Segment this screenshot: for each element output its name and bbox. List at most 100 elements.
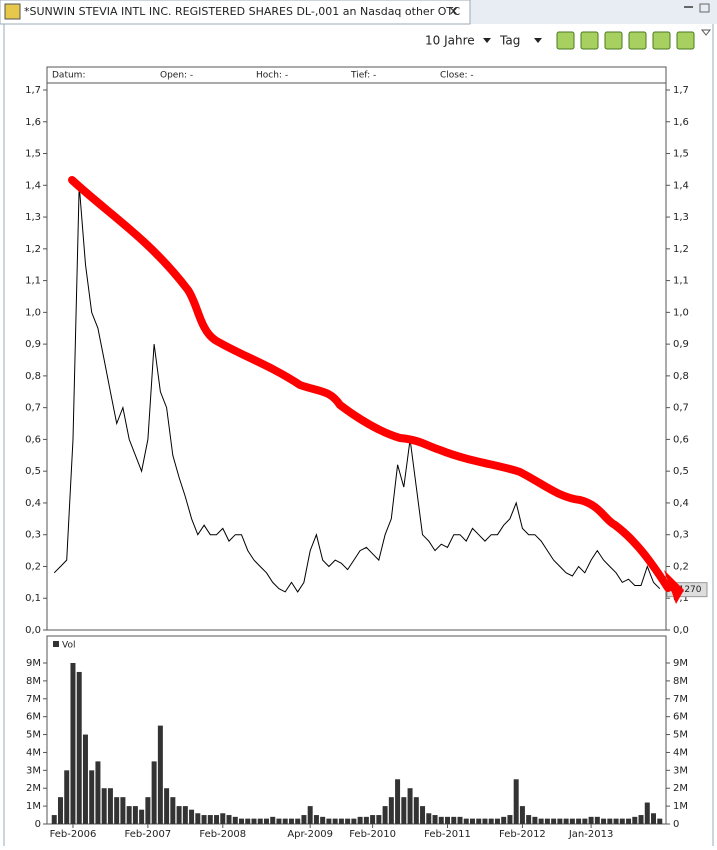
dropdown-arrow[interactable] [534, 38, 542, 43]
y-tick-label: 5M [26, 730, 41, 741]
volume-bar [494, 818, 500, 824]
y-tick-label: 1,7 [25, 85, 41, 96]
x-tick-label: Feb-2008 [199, 829, 246, 840]
volume-bar [420, 806, 426, 824]
y-tick-label: 0,4 [673, 498, 689, 509]
volume-bar [582, 818, 588, 824]
volume-bar [357, 816, 363, 824]
minimize[interactable] [684, 6, 693, 8]
volume-bar [432, 815, 438, 824]
y-tick-label: 1,2 [673, 244, 689, 255]
volume-bar [488, 818, 494, 824]
y-tick-label: 9M [673, 658, 688, 669]
y-tick-label: 0,8 [25, 371, 41, 382]
volume-bar [201, 815, 207, 824]
volume-bar [451, 816, 457, 824]
volume-bar [576, 818, 582, 824]
info-high: Hoch: - [256, 71, 288, 81]
y-tick-label: 0,5 [673, 466, 689, 477]
y-tick-label: 1,4 [25, 180, 41, 191]
volume-bar [107, 788, 113, 824]
volume-bar [519, 806, 525, 824]
volume-bar [226, 815, 232, 824]
volume-bar [476, 818, 482, 824]
toolbar-button[interactable] [652, 31, 671, 50]
volume-bar [282, 818, 288, 824]
volume-bar [139, 809, 145, 824]
volume-bar [351, 818, 357, 824]
x-tick-label: Jan-2013 [568, 829, 613, 840]
x-tick-label: Feb-2010 [349, 829, 396, 840]
close-tab[interactable]: ✕ [449, 5, 458, 18]
range-select[interactable]: 10 Jahre [425, 34, 475, 48]
y-tick-label: 0,4 [25, 498, 41, 509]
y-tick-label: 0,5 [25, 466, 41, 477]
y-tick-label: 1,1 [25, 276, 41, 287]
dropdown-arrow[interactable] [483, 38, 491, 43]
y-tick-label: 0,6 [673, 434, 689, 445]
y-tick-label: 7M [673, 694, 688, 705]
volume-bar [239, 818, 245, 824]
tab[interactable] [0, 0, 471, 25]
volume-bar [326, 818, 332, 824]
y-tick-label: 7M [26, 694, 41, 705]
volume-bar [126, 806, 132, 824]
view-menu[interactable] [700, 29, 712, 36]
toolbar-button[interactable] [556, 31, 575, 50]
y-tick-label: 0,9 [25, 339, 41, 350]
toolbar-button[interactable] [628, 31, 647, 50]
volume-bar [626, 818, 632, 824]
toolbar-button[interactable] [676, 31, 695, 50]
y-tick-label: 0,8 [673, 371, 689, 382]
y-tick-label: 6M [26, 712, 41, 723]
x-tick-label: Feb-2007 [124, 829, 171, 840]
y-tick-label: 4M [673, 747, 688, 758]
volume-bar [195, 813, 201, 824]
y-tick-label: 1,0 [673, 307, 689, 318]
interval-select[interactable]: Tag [499, 34, 520, 48]
y-tick-label: 6M [673, 712, 688, 723]
volume-bar [551, 818, 557, 824]
y-tick-label: 4M [26, 747, 41, 758]
volume-bar [526, 815, 532, 824]
volume-bar [114, 797, 120, 824]
x-tick-label: Apr-2009 [287, 829, 333, 840]
info-low: Tief: - [350, 71, 376, 81]
volume-bar [501, 816, 507, 824]
y-tick-label: 1,3 [673, 212, 689, 223]
maximize[interactable] [699, 3, 710, 13]
volume-bar [395, 779, 401, 824]
volume-bar [507, 815, 513, 824]
volume-bar [457, 816, 463, 824]
y-tick-label: 1,7 [673, 85, 689, 96]
y-tick-label: 1,0 [25, 307, 41, 318]
y-tick-label: 1M [26, 801, 41, 812]
volume-bar [401, 797, 407, 824]
price-panel [46, 66, 667, 631]
volume-bar [413, 797, 419, 824]
volume-bar [482, 818, 488, 824]
y-tick-label: 1,2 [25, 244, 41, 255]
volume-bar [376, 815, 382, 824]
toolbar-button[interactable] [604, 31, 623, 50]
y-tick-label: 8M [26, 676, 41, 687]
info-open: Open: - [160, 71, 193, 81]
volume-bar [613, 818, 619, 824]
volume-bar [407, 788, 413, 824]
y-tick-label: 1,5 [673, 149, 689, 160]
info-date: Datum: [52, 71, 85, 81]
tab-title: *SUNWIN STEVIA INTL INC. REGISTERED SHAR… [24, 5, 460, 18]
volume-bar [607, 818, 613, 824]
y-tick-label: 1,6 [25, 117, 41, 128]
y-tick-label: 0 [35, 819, 41, 830]
volume-bar [101, 788, 107, 824]
volume-bar [232, 816, 238, 824]
volume-bar [164, 788, 170, 824]
y-tick-label: 2M [673, 783, 688, 794]
plot-layer: 0,0 0,0 0,1 0,1 0,2 0,2 0,3 0,3 0,4 0,4 0,5 0,5 0,6 0… [25, 85, 708, 840]
toolbar-button[interactable] [580, 31, 599, 50]
volume-panel [46, 635, 667, 825]
volume-bar [57, 797, 63, 824]
volume-bar [532, 816, 538, 824]
volume-bar [251, 818, 257, 824]
